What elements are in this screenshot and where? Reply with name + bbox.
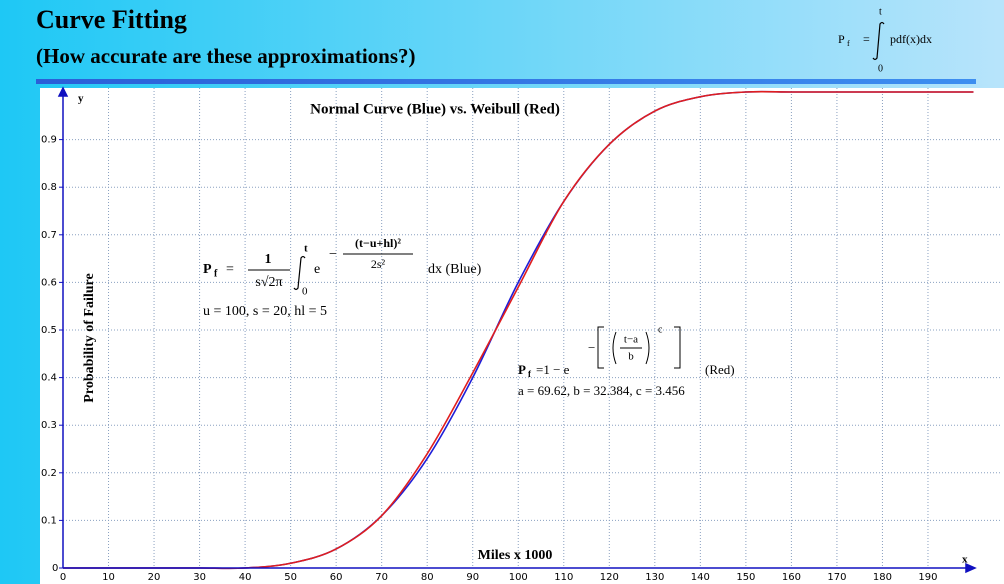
bracket bbox=[674, 326, 681, 369]
formula-text: 0 bbox=[878, 63, 883, 74]
formula-text: (Red) bbox=[705, 362, 735, 377]
formula-text: t bbox=[304, 243, 308, 255]
title-bar bbox=[36, 79, 976, 84]
formula-text: f bbox=[847, 39, 850, 48]
y-arrow bbox=[57, 86, 69, 97]
formula-text: P bbox=[203, 262, 212, 277]
formula-text: pdf(x)dx bbox=[890, 32, 932, 46]
formula-text: t−a bbox=[624, 334, 638, 346]
formula-text: u = 100, s = 20, hl = 5 bbox=[203, 304, 327, 319]
x-tick-label: 90 bbox=[466, 572, 479, 583]
x-tick-label: 20 bbox=[148, 572, 161, 583]
bracket bbox=[597, 326, 604, 369]
y-axis-letter: y bbox=[78, 93, 84, 105]
y-tick-label: 0.9 bbox=[41, 135, 57, 146]
integral-sign bbox=[293, 255, 306, 291]
x-tick-label: 160 bbox=[782, 572, 801, 583]
paren bbox=[645, 331, 650, 365]
title: Curve Fitting bbox=[36, 5, 187, 34]
formula-text: (t−u+hl)² bbox=[355, 236, 401, 250]
x-tick-label: 80 bbox=[421, 572, 434, 583]
formula-text: dx (Blue) bbox=[428, 262, 482, 277]
formula-text: a = 69.62, b = 32.384, c = 3.456 bbox=[518, 383, 685, 398]
x-tick-label: 170 bbox=[827, 572, 846, 583]
plot-area bbox=[40, 88, 1004, 584]
y-tick-label: 0 bbox=[52, 563, 58, 574]
y-tick-label: 0.4 bbox=[41, 373, 57, 384]
paren bbox=[612, 331, 617, 365]
formula-text: 0 bbox=[302, 286, 308, 298]
x-tick-label: 190 bbox=[918, 572, 937, 583]
formula-text: − bbox=[329, 247, 337, 262]
formula-text: − bbox=[588, 340, 595, 355]
weibull-formula: P f =1 − e − t−a b c (Red) a = 69.62, b … bbox=[518, 324, 735, 398]
header-formula: P f = t 0 pdf(x)dx bbox=[838, 6, 932, 74]
x-tick-label: 110 bbox=[554, 572, 573, 583]
x-tick-label: 50 bbox=[284, 572, 297, 583]
formula-text: P bbox=[518, 362, 526, 377]
chart-title: Normal Curve (Blue) vs. Weibull (Red) bbox=[310, 101, 560, 117]
formula-text: = bbox=[863, 32, 870, 46]
x-tick-label: 70 bbox=[375, 572, 388, 583]
x-tick-label: 30 bbox=[193, 572, 206, 583]
x-tick-label: 100 bbox=[509, 572, 528, 583]
integral-sign bbox=[872, 21, 885, 61]
formula-text: 2s² bbox=[371, 257, 386, 271]
formula-text: 1 bbox=[265, 252, 272, 267]
subtitle: (How accurate are these approximations?) bbox=[36, 44, 416, 68]
formula-text: e bbox=[314, 262, 320, 277]
y-tick-label: 0.2 bbox=[41, 468, 57, 479]
x-tick-label: 0 bbox=[60, 572, 66, 583]
y-tick-label: 0.8 bbox=[41, 182, 57, 193]
formula-text: =1 − e bbox=[536, 362, 570, 377]
x-tick-label: 130 bbox=[645, 572, 664, 583]
x-axis-label: Miles x 1000 bbox=[478, 548, 553, 563]
y-tick-label: 0.7 bbox=[41, 230, 57, 241]
formula-text: s√2π bbox=[255, 275, 282, 290]
x-tick-label: 150 bbox=[736, 572, 755, 583]
formula-text: t bbox=[879, 6, 882, 17]
y-tick-label: 0.5 bbox=[41, 325, 57, 336]
y-axis-label: Probability of Failure bbox=[82, 273, 97, 402]
normal-formula: P f = 1 s√2π t 0 e − (t−u+hl)² 2s² dx (B… bbox=[203, 236, 482, 319]
grid bbox=[63, 88, 1000, 568]
x-axis-letter: x bbox=[962, 554, 968, 566]
formula-text: f bbox=[528, 369, 532, 379]
y-tick-label: 0.1 bbox=[41, 515, 57, 526]
y-tick-label: 0.3 bbox=[41, 420, 57, 431]
x-tick-label: 40 bbox=[239, 572, 252, 583]
formula-text: b bbox=[628, 351, 634, 363]
y-tick-label: 0.6 bbox=[41, 277, 57, 288]
x-tick-label: 140 bbox=[691, 572, 710, 583]
x-tick-label: 10 bbox=[102, 572, 115, 583]
x-tick-label: 60 bbox=[330, 572, 343, 583]
formula-text: c bbox=[658, 324, 663, 335]
formula-text: P bbox=[838, 32, 845, 46]
x-tick-label: 180 bbox=[873, 572, 892, 583]
x-tick-label: 120 bbox=[600, 572, 619, 583]
formula-text: = bbox=[226, 262, 234, 277]
formula-text: f bbox=[214, 268, 218, 279]
x-arrow bbox=[965, 562, 977, 574]
